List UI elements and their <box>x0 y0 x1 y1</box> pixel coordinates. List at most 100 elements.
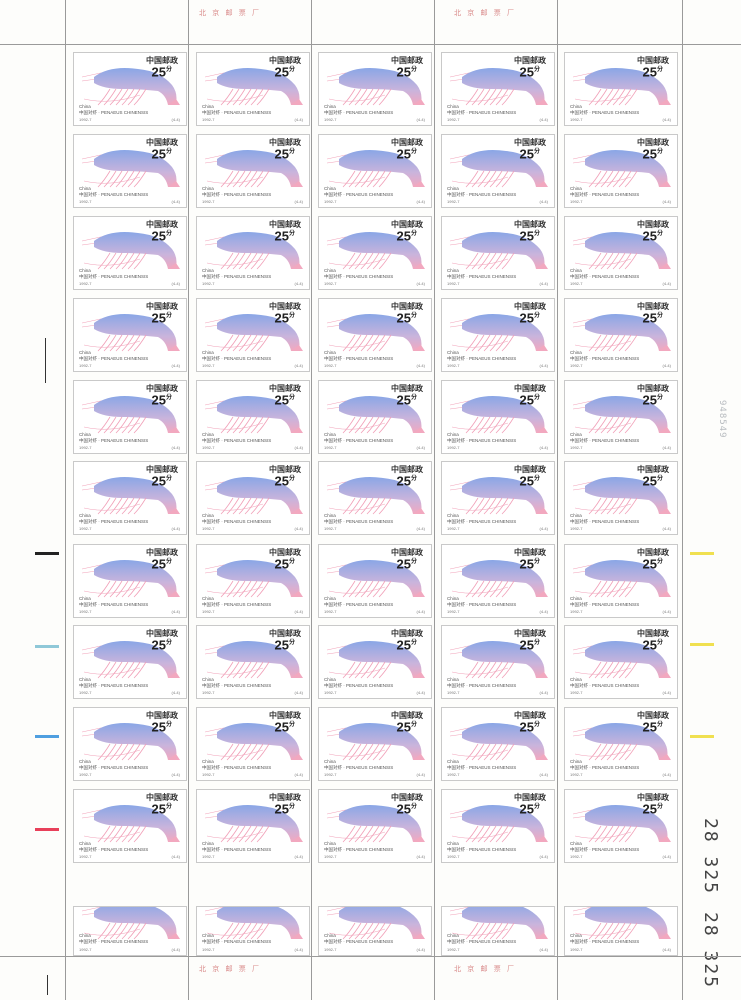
stamp-country: 中国邮政 <box>391 56 423 65</box>
stamp-country-en: China <box>570 186 582 191</box>
stamp-country-en: China <box>447 104 459 109</box>
stamp-caption: 中国对虾 · PENAEUS CHINENSIS <box>570 847 640 852</box>
stamp-country-en: China <box>570 596 582 601</box>
shrimp-stamp: 中国邮政 25分 China 中国对虾 · PENAEUS CHINENSIS 1… <box>564 134 678 208</box>
stamp-year-code: 1992-7 <box>79 281 92 286</box>
shrimp-stamp: 中国邮政 25分 China 中国对虾 · PENAEUS CHINENSIS 1… <box>441 380 555 454</box>
prawn-illustration-icon <box>204 68 303 106</box>
stamp-face-value: 25分 <box>519 719 540 735</box>
stamp-year-code: 1992-7 <box>324 526 337 531</box>
stamp-face-value: 25分 <box>274 719 295 735</box>
stamp-face-value: 25分 <box>151 392 172 408</box>
stamp-caption: 中国对虾 · PENAEUS CHINENSIS <box>570 438 640 443</box>
shrimp-stamp: 中国邮政 25分 China 中国对虾 · PENAEUS CHINENSIS 1… <box>318 789 432 863</box>
shrimp-stamp: China 中国对虾 · PENAEUS CHINENSIS 1992-7 (4… <box>73 906 187 956</box>
perforation-line-vertical <box>682 0 683 1000</box>
prawn-illustration-icon <box>81 907 180 940</box>
stamp-face-value: 25分 <box>396 392 417 408</box>
stamp-face-value: 25分 <box>274 64 295 80</box>
stamp-caption: 中国对虾 · PENAEUS CHINENSIS <box>324 765 394 770</box>
prawn-illustration-icon <box>204 805 303 843</box>
stamp-set-code: (4-4) <box>662 690 671 695</box>
stamp-caption: 中国对虾 · PENAEUS CHINENSIS <box>202 602 272 607</box>
color-bar-yellow-1 <box>690 552 714 555</box>
stamp-year-code: 1992-7 <box>570 199 583 204</box>
shrimp-stamp: 中国邮政 25分 China 中国对虾 · PENAEUS CHINENSIS 1… <box>564 461 678 535</box>
stamp-face-value: 25分 <box>396 310 417 326</box>
stamp-country: 中国邮政 <box>637 711 669 720</box>
stamp-set-code: (4-4) <box>539 281 548 286</box>
stamp-year-code: 1992-7 <box>79 117 92 122</box>
stamp-country-en: China <box>79 596 91 601</box>
shrimp-stamp: 中国邮政 25分 China 中国对虾 · PENAEUS CHINENSIS 1… <box>441 52 555 126</box>
stamp-set-code: (4-4) <box>539 199 548 204</box>
stamp-set-code: (4-4) <box>662 947 671 952</box>
stamp-country-en: China <box>447 268 459 273</box>
stamp-caption: 中国对虾 · PENAEUS CHINENSIS <box>324 939 394 944</box>
stamp-set-code: (4-4) <box>294 609 303 614</box>
shrimp-stamp: 中国邮政 25分 China 中国对虾 · PENAEUS CHINENSIS 1… <box>318 625 432 699</box>
printer-imprint-bottom-left: 北 京 邮 票 厂 <box>199 965 261 973</box>
shrimp-stamp: China 中国对虾 · PENAEUS CHINENSIS 1992-7 (4… <box>441 906 555 956</box>
stamp-set-code: (4-4) <box>294 772 303 777</box>
stamp-country-en: China <box>570 513 582 518</box>
stamp-set-code: (4-4) <box>171 445 180 450</box>
color-bar-black <box>35 552 59 555</box>
shrimp-stamp: 中国邮政 25分 China 中国对虾 · PENAEUS CHINENSIS 1… <box>564 380 678 454</box>
sheet-number: 948549 <box>717 400 727 439</box>
stamp-set-code: (4-4) <box>539 854 548 859</box>
stamp-country-en: China <box>324 596 336 601</box>
stamp-face-value: 25分 <box>519 64 540 80</box>
stamp-caption: 中国对虾 · PENAEUS CHINENSIS <box>570 602 640 607</box>
stamp-caption: 中国对虾 · PENAEUS CHINENSIS <box>570 683 640 688</box>
stamp-country: 中国邮政 <box>514 711 546 720</box>
stamp-country-en: China <box>202 759 214 764</box>
color-bar-cyan-light <box>35 645 59 648</box>
prawn-illustration-icon <box>204 907 303 940</box>
perforation-line-vertical <box>65 0 66 1000</box>
prawn-illustration-icon <box>204 150 303 188</box>
prawn-illustration-icon <box>572 805 671 843</box>
stamp-country-en: China <box>79 841 91 846</box>
stamp-year-code: 1992-7 <box>570 445 583 450</box>
stamp-country-en: China <box>79 759 91 764</box>
prawn-illustration-icon <box>204 396 303 434</box>
stamp-face-value: 25分 <box>151 228 172 244</box>
stamp-caption: 中国对虾 · PENAEUS CHINENSIS <box>447 438 517 443</box>
prawn-illustration-icon <box>81 560 180 598</box>
color-bar-magenta <box>35 828 59 831</box>
prawn-illustration-icon <box>449 560 548 598</box>
stamp-face-value: 25分 <box>274 146 295 162</box>
stamp-set-code: (4-4) <box>294 363 303 368</box>
stamp-face-value: 25分 <box>396 473 417 489</box>
stamp-caption: 中国对虾 · PENAEUS CHINENSIS <box>447 356 517 361</box>
stamp-face-value: 25分 <box>642 801 663 817</box>
shrimp-stamp: China 中国对虾 · PENAEUS CHINENSIS 1992-7 (4… <box>196 906 310 956</box>
stamp-country: 中国邮政 <box>637 56 669 65</box>
shrimp-stamp: 中国邮政 25分 China 中国对虾 · PENAEUS CHINENSIS 1… <box>318 544 432 618</box>
stamp-face-value: 25分 <box>642 392 663 408</box>
stamp-country: 中国邮政 <box>146 384 178 393</box>
stamp-country: 中国邮政 <box>146 711 178 720</box>
prawn-illustration-icon <box>204 314 303 352</box>
stamp-set-code: (4-4) <box>416 947 425 952</box>
stamp-country: 中国邮政 <box>514 629 546 638</box>
shrimp-stamp: 中国邮政 25分 China 中国对虾 · PENAEUS CHINENSIS 1… <box>318 707 432 781</box>
stamp-caption: 中国对虾 · PENAEUS CHINENSIS <box>570 519 640 524</box>
stamp-country: 中国邮政 <box>391 465 423 474</box>
stamp-face-value: 25分 <box>274 392 295 408</box>
stamp-country-en: China <box>324 513 336 518</box>
stamp-year-code: 1992-7 <box>570 609 583 614</box>
stamp-caption: 中国对虾 · PENAEUS CHINENSIS <box>202 356 272 361</box>
stamp-face-value: 25分 <box>396 228 417 244</box>
stamp-country-en: China <box>570 841 582 846</box>
prawn-illustration-icon <box>572 907 671 940</box>
stamp-set-code: (4-4) <box>662 281 671 286</box>
stamp-country-en: China <box>202 513 214 518</box>
stamp-set-code: (4-4) <box>539 772 548 777</box>
stamp-set-code: (4-4) <box>171 281 180 286</box>
prawn-illustration-icon <box>449 477 548 515</box>
shrimp-stamp: 中国邮政 25分 China 中国对虾 · PENAEUS CHINENSIS 1… <box>441 298 555 372</box>
stamp-country: 中国邮政 <box>637 384 669 393</box>
stamp-face-value: 25分 <box>274 556 295 572</box>
